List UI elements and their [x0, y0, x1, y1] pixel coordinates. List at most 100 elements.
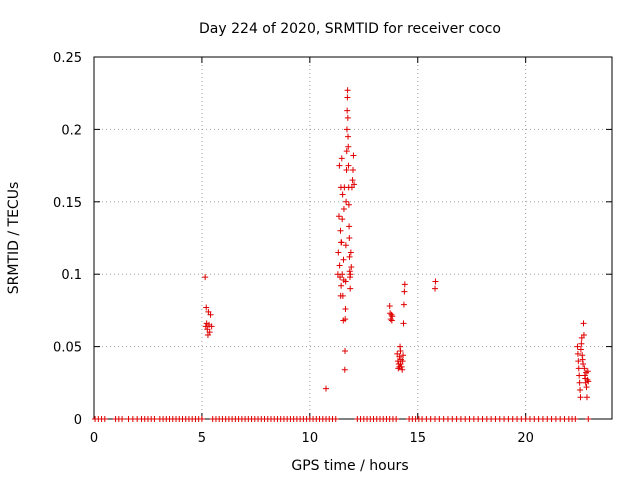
data-point — [340, 276, 347, 283]
data-point — [397, 360, 404, 367]
data-point — [401, 288, 408, 295]
data-point — [349, 177, 356, 184]
data-point — [342, 242, 349, 249]
data-point — [399, 366, 406, 373]
x-tick-label: 10 — [302, 431, 319, 446]
data-point — [206, 321, 213, 328]
x-tick-label: 20 — [517, 431, 534, 446]
data-point — [347, 285, 354, 292]
data-point — [400, 352, 407, 359]
data-point — [577, 346, 584, 353]
data-point — [396, 363, 403, 370]
data-point — [343, 148, 350, 155]
data-point — [341, 366, 348, 373]
data-point — [350, 152, 357, 159]
data-point — [577, 387, 584, 394]
data-point — [576, 379, 583, 386]
data-point — [574, 350, 581, 357]
data-point — [584, 368, 591, 375]
data-point — [580, 332, 587, 339]
data-point — [101, 416, 108, 422]
data-point — [574, 343, 581, 350]
y-tick-label: 0.25 — [53, 51, 82, 66]
x-tick-label: 15 — [409, 431, 426, 446]
chart-title: Day 224 of 2020, SRMTID for receiver coc… — [199, 21, 501, 37]
data-point — [400, 320, 407, 327]
data-point — [577, 394, 584, 401]
data-point — [340, 256, 347, 263]
data-point — [343, 166, 350, 173]
data-point — [575, 358, 582, 365]
data-point — [332, 416, 339, 422]
data-point — [581, 365, 588, 372]
data-point — [339, 216, 346, 223]
data-point — [400, 301, 407, 308]
data-point — [323, 385, 330, 392]
grid — [94, 57, 612, 419]
data-point — [393, 416, 400, 422]
data-point — [202, 274, 209, 281]
data-point — [338, 239, 345, 246]
data-point — [338, 282, 345, 289]
plot-frame — [93, 56, 613, 420]
data-point — [350, 166, 356, 173]
data-point — [338, 155, 345, 162]
data-point — [336, 162, 343, 169]
data-point — [575, 365, 582, 372]
data-point — [343, 198, 350, 205]
data-point — [344, 87, 351, 94]
data-point — [572, 416, 579, 422]
data-point — [397, 347, 404, 354]
data-point — [336, 262, 343, 269]
data-point — [345, 201, 352, 208]
x-axis-label: GPS time / hours — [291, 458, 408, 474]
data-point — [343, 126, 350, 133]
data-point — [346, 268, 353, 275]
data-point — [432, 285, 439, 292]
data-point — [583, 384, 590, 391]
data-point — [337, 292, 344, 299]
y-axis-label: SRMTID / TECUs — [6, 182, 22, 295]
data-point — [347, 271, 354, 278]
data-point — [203, 304, 210, 311]
data-point — [346, 253, 353, 260]
y-tick-label: 0 — [74, 413, 82, 428]
data-point — [335, 213, 342, 220]
data-point — [337, 227, 344, 234]
data-point — [119, 416, 126, 422]
y-tick-label: 0.05 — [53, 341, 82, 356]
data-point — [206, 329, 213, 336]
data-point — [342, 347, 349, 354]
data-point — [346, 223, 353, 230]
data-point — [585, 416, 592, 422]
x-tick-label: 5 — [198, 431, 206, 446]
data-point — [345, 133, 352, 140]
data-point — [432, 278, 439, 285]
data-point — [202, 323, 209, 330]
y-tick-label: 0.1 — [61, 268, 82, 283]
data-point — [342, 305, 349, 312]
data-point — [388, 311, 395, 318]
data-point — [208, 323, 215, 330]
data-point — [348, 263, 355, 270]
y-tick-label: 0.2 — [61, 123, 82, 138]
data-point — [346, 235, 353, 241]
data-point — [578, 340, 585, 347]
data-point — [335, 249, 342, 256]
data-point — [344, 114, 351, 121]
data-point — [198, 416, 205, 422]
data-point — [344, 107, 351, 114]
data-point — [151, 416, 158, 422]
ticks: 0 5 10 15 20 0 0.05 0.1 0.15 0.2 0.25 — [53, 51, 612, 446]
data-point — [345, 143, 352, 150]
data-point — [351, 181, 358, 188]
data-point — [339, 191, 346, 198]
data-point — [386, 303, 393, 310]
data-point — [580, 360, 587, 367]
y-tick-label: 0.15 — [53, 196, 82, 211]
x-tick-label: 0 — [90, 431, 98, 446]
data-point — [389, 313, 396, 320]
data-point — [576, 372, 583, 379]
